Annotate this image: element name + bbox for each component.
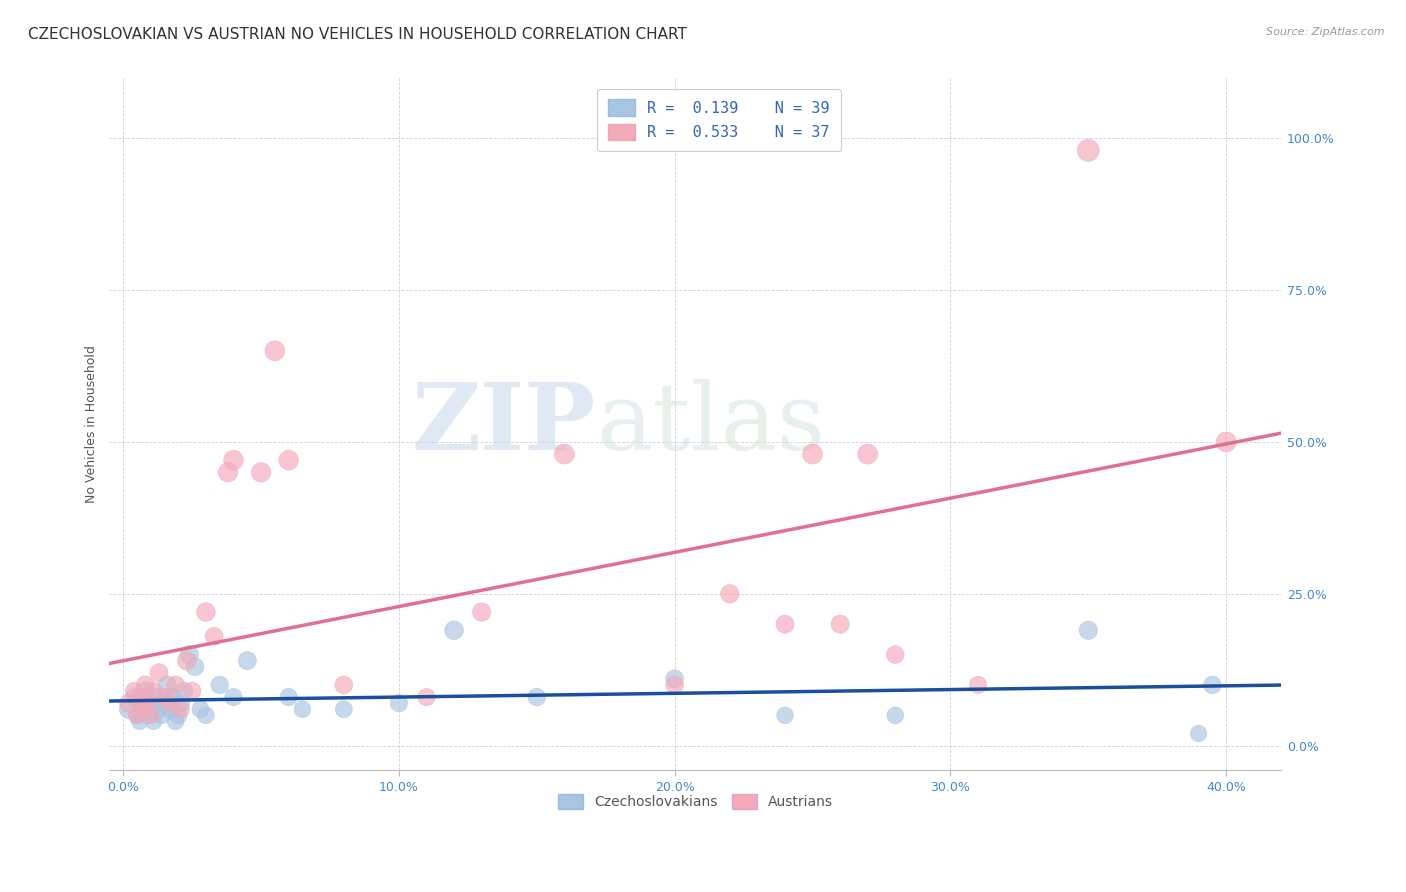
Point [190,702,212,716]
Point [122,684,145,698]
Point [801,447,824,461]
Point [165,714,187,729]
Point [176,654,198,668]
Point [128,714,150,729]
Point [184,659,207,673]
Point [148,702,170,716]
Text: CZECHOSLOVAKIAN VS AUSTRIAN NO VEHICLES IN HOUSEHOLD CORRELATION CHART: CZECHOSLOVAKIAN VS AUSTRIAN NO VEHICLES … [28,27,688,42]
Point [170,702,193,716]
Text: ZIP: ZIP [412,379,596,468]
Point [718,587,741,601]
Point [1077,144,1099,158]
Point [884,648,907,662]
Point [773,617,796,632]
Point [165,678,187,692]
Point [884,708,907,723]
Point [136,708,159,723]
Point [471,605,494,619]
Point [131,696,153,710]
Point [208,678,231,692]
Point [856,447,879,461]
Point [181,684,204,698]
Point [128,690,150,704]
Point [1215,434,1237,449]
Point [179,648,201,662]
Point [159,696,181,710]
Point [159,702,181,716]
Point [664,678,686,692]
Point [148,665,170,680]
Point [333,702,356,716]
Point [415,690,437,704]
Point [388,696,411,710]
Point [194,605,217,619]
Point [134,678,156,692]
Point [830,617,852,632]
Point [162,690,184,704]
Point [967,678,990,692]
Point [139,702,162,716]
Point [167,708,190,723]
Point [194,708,217,723]
Point [291,702,314,716]
Point [333,678,356,692]
Point [153,696,176,710]
Point [222,690,245,704]
Point [131,702,153,716]
Point [250,466,273,480]
Point [145,690,167,704]
Point [202,629,225,643]
Point [773,708,796,723]
Point [142,684,165,698]
Point [156,678,179,692]
Point [170,696,193,710]
Point [1077,624,1099,638]
Y-axis label: No Vehicles in Household: No Vehicles in Household [86,345,98,503]
Text: atlas: atlas [596,379,825,468]
Point [1187,726,1209,740]
Point [526,690,548,704]
Point [153,690,176,704]
Point [222,453,245,467]
Point [118,702,141,716]
Point [236,654,259,668]
Point [125,708,148,723]
Point [150,708,173,723]
Point [125,708,148,723]
Point [553,447,575,461]
Point [118,696,141,710]
Point [173,684,195,698]
Legend: Czechoslovakians, Austrians: Czechoslovakians, Austrians [553,789,838,815]
Point [443,624,465,638]
Point [142,714,165,729]
Text: Source: ZipAtlas.com: Source: ZipAtlas.com [1267,27,1385,37]
Point [263,343,285,358]
Point [136,696,159,710]
Point [277,690,299,704]
Point [217,466,239,480]
Point [1201,678,1223,692]
Point [134,684,156,698]
Point [139,708,162,723]
Point [122,690,145,704]
Point [277,453,299,467]
Point [664,672,686,686]
